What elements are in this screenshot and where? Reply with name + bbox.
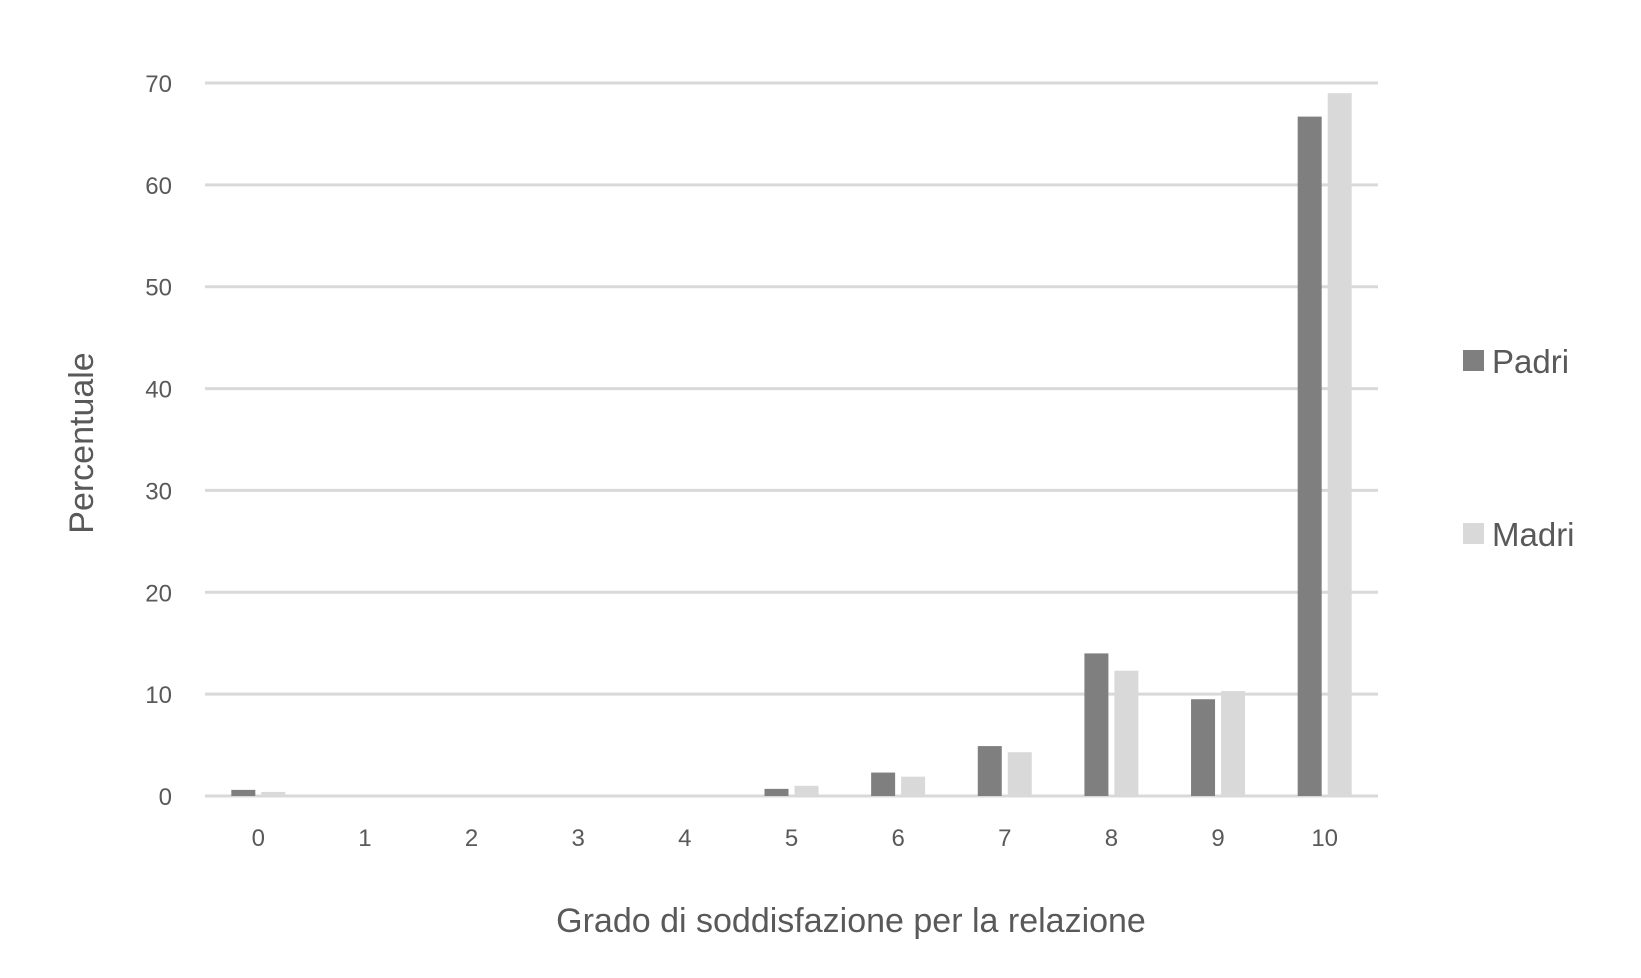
legend-label-madri: Madri <box>1492 516 1575 553</box>
y-tick-label: 30 <box>145 478 172 505</box>
y-axis-title: Percentuale <box>63 352 101 533</box>
bar-madri-9 <box>1221 691 1246 796</box>
legend-label-padri: Padri <box>1492 343 1569 380</box>
y-tick-label: 40 <box>145 377 172 404</box>
bar-padri-5 <box>764 788 789 796</box>
bar-padri-9 <box>1191 699 1216 796</box>
bar-padri-0 <box>231 789 256 796</box>
bar-padri-7 <box>977 746 1002 796</box>
x-tick-label: 2 <box>465 825 478 852</box>
y-tick-label: 60 <box>145 173 172 200</box>
legend-swatch-padri <box>1463 350 1484 371</box>
bar-madri-0 <box>261 791 286 796</box>
x-tick-label: 10 <box>1311 825 1338 852</box>
x-tick-label: 6 <box>891 825 904 852</box>
gridlines <box>205 81 1378 798</box>
y-tick-label: 10 <box>145 682 172 709</box>
bar-madri-6 <box>901 776 926 796</box>
x-tick-label: 9 <box>1211 825 1224 852</box>
x-axis-title: Grado di soddisfazione per la relazione <box>556 902 1146 940</box>
x-tick-label: 3 <box>572 825 585 852</box>
legend-swatch-madri <box>1463 523 1484 544</box>
x-tick-label: 8 <box>1105 825 1118 852</box>
bars <box>231 93 1352 796</box>
bar-padri-8 <box>1084 653 1109 796</box>
x-tick-label: 0 <box>252 825 265 852</box>
y-tick-label: 20 <box>145 580 172 607</box>
x-tick-label: 4 <box>678 825 691 852</box>
y-tick-label: 0 <box>159 784 172 811</box>
x-axis-ticks: 0 1 2 3 4 5 6 7 8 9 10 <box>252 825 1338 852</box>
bar-padri-10 <box>1297 116 1322 796</box>
bar-madri-5 <box>794 785 819 796</box>
x-tick-label: 7 <box>998 825 1011 852</box>
bar-padri-6 <box>871 772 896 796</box>
y-tick-label: 50 <box>145 275 172 302</box>
bar-madri-8 <box>1114 670 1139 796</box>
bar-madri-7 <box>1007 752 1032 796</box>
y-axis-ticks: 0 10 20 30 40 50 60 70 <box>145 71 172 811</box>
x-tick-label: 5 <box>785 825 798 852</box>
legend: Padri Madri <box>1463 343 1575 553</box>
bar-madri-10 <box>1327 93 1352 796</box>
x-tick-label: 1 <box>358 825 371 852</box>
y-tick-label: 70 <box>145 71 172 98</box>
